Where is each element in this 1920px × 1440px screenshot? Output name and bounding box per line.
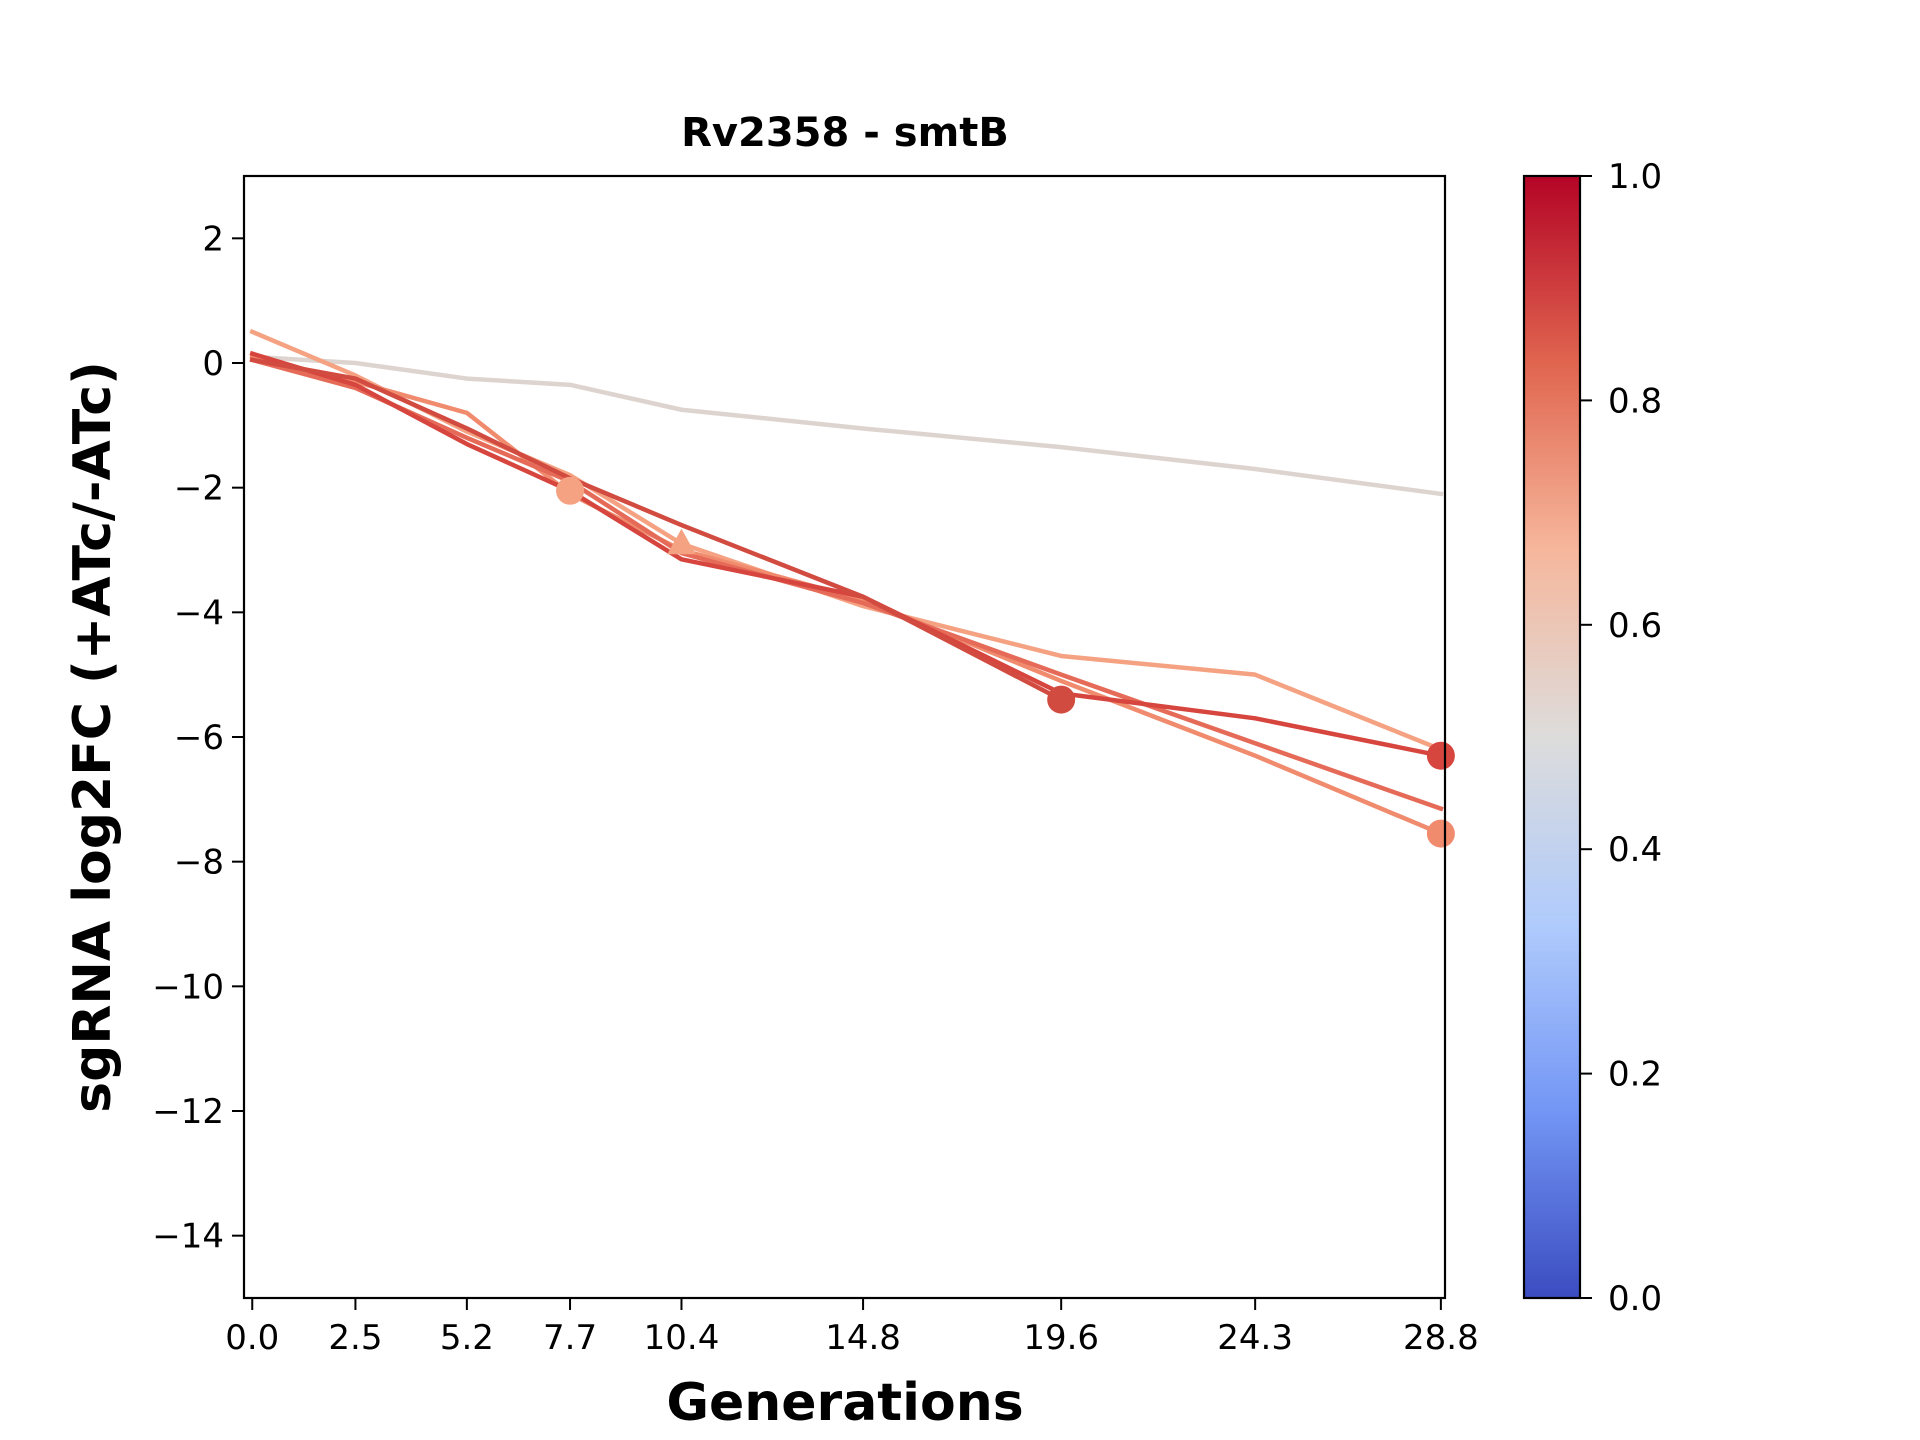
colorbar-tick-label: 0.2: [1608, 1055, 1662, 1095]
series-marker-2: [667, 528, 696, 555]
colorbar: [1522, 174, 1582, 1300]
series-layer: [249, 328, 1444, 837]
series-marker-7: [1047, 685, 1076, 714]
markers-layer: [556, 476, 1455, 848]
series-line-2: [249, 328, 1444, 753]
series-marker-3: [1426, 819, 1455, 848]
y-tick-label: −6: [174, 718, 224, 758]
x-tick-label: 19.6: [1023, 1318, 1099, 1358]
x-tick-label: 0.0: [225, 1318, 279, 1358]
y-tick-label: −8: [174, 843, 224, 883]
x-tick-label: 7.7: [543, 1318, 597, 1358]
y-axis-label: sgRNA log2FC (+ATc/-ATc): [63, 361, 123, 1113]
x-tick-label: 10.4: [644, 1318, 720, 1358]
series-marker-6: [1426, 741, 1455, 770]
y-axis: 2 0 −2 −4 −6 −8 −10 −12 −14: [152, 219, 244, 1257]
x-axis: 0.0 2.5 5.2 7.7 10.4 14.8 19.6 24.3 28.8: [225, 1298, 1479, 1358]
plot-area-frame: [242, 174, 1447, 1300]
x-tick-label: 24.3: [1217, 1318, 1293, 1358]
x-axis-label: Generations: [666, 1373, 1023, 1433]
colorbar-tick-label: 1.0: [1608, 157, 1662, 197]
chart-title: Rv2358 - smtB: [681, 110, 1009, 156]
series-line-1: [249, 354, 1444, 497]
colorbar-axis: 0.0 0.2 0.4 0.6 0.8 1.0: [1580, 157, 1662, 1319]
y-tick-label: −4: [174, 593, 224, 633]
colorbar-tick-label: 0.8: [1608, 381, 1662, 421]
series-marker-4: [556, 476, 585, 505]
colorbar-tick-label: 0.0: [1608, 1279, 1662, 1319]
x-tick-label: 5.2: [440, 1318, 494, 1358]
x-tick-label: 2.5: [328, 1318, 382, 1358]
colorbar-tick-label: 0.4: [1608, 830, 1662, 870]
y-tick-label: −2: [174, 469, 224, 509]
y-tick-label: 2: [202, 219, 224, 259]
x-tick-label: 28.8: [1403, 1318, 1479, 1358]
y-tick-label: 0: [202, 344, 224, 384]
y-tick-label: −10: [152, 967, 224, 1007]
y-tick-label: −12: [152, 1092, 224, 1132]
colorbar-tick-label: 0.6: [1608, 606, 1662, 646]
y-tick-label: −14: [152, 1217, 224, 1257]
series-line-6: [249, 350, 1444, 759]
x-tick-label: 14.8: [825, 1318, 901, 1358]
